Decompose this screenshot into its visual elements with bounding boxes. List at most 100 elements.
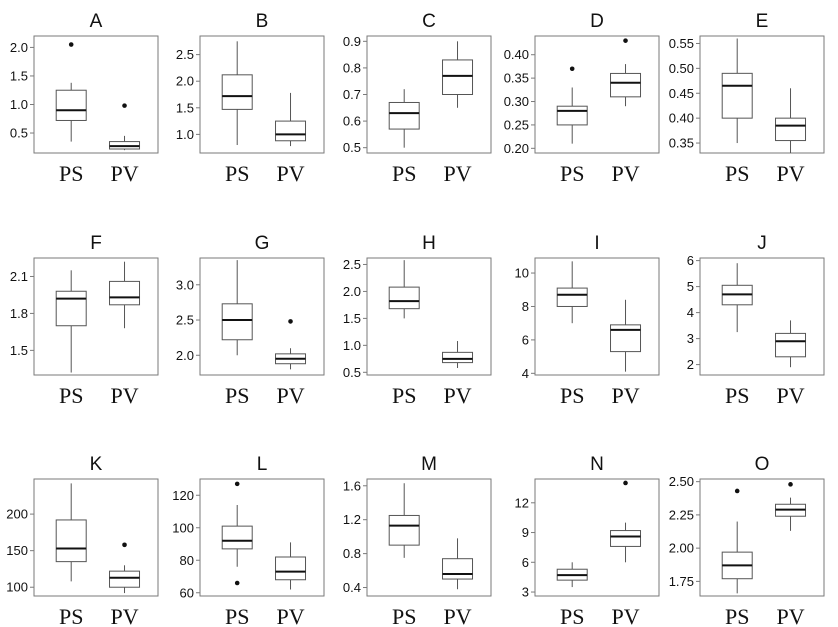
x-category-label: PV — [776, 161, 804, 186]
outlier-point — [68, 42, 74, 47]
y-tick-label: 2.5 — [176, 47, 194, 62]
box-PS — [221, 481, 253, 586]
y-tick-label: 0.4 — [343, 580, 361, 595]
panel-C: C 0.5 0.6 0.7 0.8 0.9 PS PV — [343, 11, 492, 186]
box-PS — [388, 89, 420, 148]
iqr-box — [55, 89, 87, 121]
x-category-label: PS — [59, 383, 83, 408]
outlier-point — [623, 480, 628, 486]
plot-frame — [33, 478, 159, 597]
y-tick-label: 2.5 — [176, 313, 194, 328]
y-tick-label: 80 — [180, 553, 194, 568]
outlier-point — [288, 319, 293, 324]
box-PV — [109, 261, 141, 329]
y-tick-label: 2.0 — [343, 284, 361, 299]
x-category-label: PS — [225, 161, 249, 186]
panel-E: E 0.35 0.40 0.45 0.50 0.55 PS PV — [669, 11, 825, 186]
x-category-label: PV — [443, 161, 471, 186]
x-category-label: PV — [611, 383, 639, 408]
box-PS — [556, 562, 588, 588]
outlier-point — [623, 38, 628, 43]
y-tick-label: 0.40 — [669, 111, 694, 126]
plot-frame — [199, 478, 325, 597]
y-tick-label: 60 — [180, 585, 194, 600]
panel-K: K 100 150 200 PS PV — [6, 454, 159, 627]
iqr-box — [388, 101, 420, 130]
box-PS — [388, 260, 420, 319]
y-tick-label: 0.8 — [343, 60, 361, 75]
plot-frame — [699, 478, 825, 597]
box-PS — [556, 261, 588, 324]
y-tick-label: 1.0 — [10, 97, 28, 112]
iqr-box — [610, 530, 642, 547]
x-category-label: PS — [560, 383, 584, 408]
panel-title: C — [422, 11, 436, 32]
iqr-box — [109, 570, 141, 588]
iqr-box — [775, 332, 807, 358]
plot-frame — [199, 257, 325, 376]
x-category-label: PV — [276, 604, 304, 627]
box-PS — [556, 66, 588, 144]
x-category-label: PS — [725, 604, 749, 627]
y-tick-label: 0.6 — [343, 114, 361, 129]
x-category-label: PS — [59, 604, 83, 627]
panel-H: H 0.5 1.0 1.5 2.0 2.5 PS PV — [343, 233, 492, 408]
panel-A: A 0.5 1.0 1.5 2.0 PS PV — [10, 11, 159, 186]
y-tick-label: 1.0 — [176, 127, 194, 142]
y-tick-label: 1.5 — [343, 311, 361, 326]
plot-frame — [534, 35, 660, 154]
y-tick-label: 6 — [522, 555, 529, 570]
y-tick-label: 0.8 — [343, 546, 361, 561]
y-tick-label: 100 — [6, 580, 28, 595]
x-category-label: PS — [59, 161, 83, 186]
panel-title: F — [90, 233, 102, 254]
iqr-box — [556, 287, 588, 307]
panel-N: N 3 6 9 12 PS PV — [515, 454, 660, 627]
box-PV — [442, 41, 474, 108]
box-PS — [388, 483, 420, 558]
outlier-point — [234, 580, 240, 586]
y-tick-label: 6 — [687, 253, 694, 268]
y-tick-label: 0.30 — [504, 94, 529, 109]
panel-M: M 0.4 0.8 1.2 1.6 PS PV — [343, 454, 492, 627]
x-category-label: PS — [560, 161, 584, 186]
y-tick-label: 2.50 — [669, 474, 694, 489]
iqr-box — [775, 117, 807, 142]
x-category-label: PV — [110, 161, 138, 186]
y-tick-label: 6 — [522, 332, 529, 347]
y-tick-label: 1.5 — [10, 68, 28, 83]
y-tick-label: 200 — [6, 507, 28, 522]
y-tick-label: 1.5 — [10, 343, 28, 358]
x-category-label: PS — [225, 383, 249, 408]
panel-title: I — [594, 233, 599, 254]
box-PV — [442, 538, 474, 590]
x-category-label: PV — [776, 383, 804, 408]
x-category-label: PV — [443, 383, 471, 408]
iqr-box — [388, 286, 420, 310]
x-category-label: PV — [776, 604, 804, 627]
box-PV — [610, 480, 642, 563]
y-tick-label: 12 — [515, 495, 529, 510]
panel-I: I 4 6 8 10 PS PV — [515, 233, 660, 408]
y-tick-label: 2.5 — [343, 257, 361, 272]
box-PV — [775, 320, 807, 368]
x-category-label: PS — [392, 604, 416, 627]
panel-title: G — [255, 233, 270, 254]
panel-title: J — [757, 233, 767, 254]
x-category-label: PS — [725, 383, 749, 408]
y-tick-label: 1.2 — [343, 512, 361, 527]
x-category-label: PV — [110, 383, 138, 408]
y-tick-label: 3.0 — [176, 277, 194, 292]
panel-J: J 2 3 4 5 6 PS PV — [687, 233, 825, 408]
panel-title: E — [756, 11, 769, 32]
box-PS — [721, 488, 753, 594]
panel-title: B — [256, 11, 269, 32]
panel-title: N — [590, 454, 604, 475]
y-tick-label: 3 — [687, 331, 694, 346]
y-tick-label: 1.75 — [669, 574, 694, 589]
panel-title: O — [755, 454, 770, 475]
box-PV — [109, 103, 141, 151]
outlier-point — [788, 482, 793, 487]
x-category-label: PS — [560, 604, 584, 627]
